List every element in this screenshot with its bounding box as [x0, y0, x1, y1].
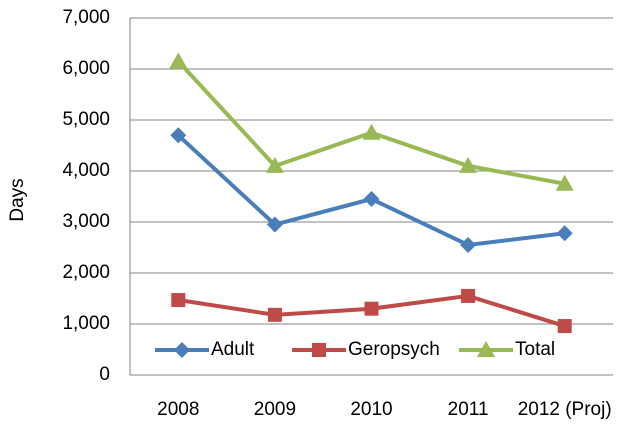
y-axis-label: Days — [7, 178, 28, 221]
data-point — [362, 123, 381, 140]
y-tick-label: 0 — [99, 364, 110, 385]
legend-label: Total — [515, 339, 555, 360]
x-tick-label: 2011 — [448, 399, 489, 420]
legend-marker — [174, 342, 190, 358]
y-tick-label: 1,000 — [62, 313, 110, 334]
y-tick-label: 5,000 — [62, 109, 110, 130]
data-point — [267, 307, 282, 322]
data-point — [265, 156, 284, 173]
series-line — [176, 133, 565, 248]
data-point — [461, 288, 476, 303]
y-tick-label: 7,000 — [62, 7, 110, 28]
data-point — [459, 156, 478, 173]
series-line — [176, 59, 566, 186]
legend-marker — [477, 341, 495, 357]
legend-label: Geropsych — [348, 339, 440, 360]
y-tick-label: 4,000 — [62, 160, 110, 181]
data-point — [555, 174, 574, 191]
data-point — [169, 52, 188, 69]
data-point — [363, 191, 380, 208]
x-tick-label: 2008 — [157, 399, 199, 420]
data-point — [364, 301, 379, 316]
y-tick-label: 3,000 — [62, 211, 110, 232]
legend-marker — [312, 343, 326, 357]
data-point — [557, 319, 572, 334]
data-point — [460, 236, 477, 253]
y-tick-label: 6,000 — [62, 58, 110, 79]
data-point — [170, 127, 187, 144]
x-tick-label: 2012 (Proj) — [518, 399, 612, 420]
y-tick-label: 2,000 — [62, 262, 110, 283]
legend-label: Adult — [211, 339, 255, 360]
x-tick-label: 2009 — [254, 399, 296, 420]
data-point — [556, 225, 573, 242]
data-point — [266, 216, 283, 233]
data-point — [171, 293, 186, 308]
x-tick-label: 2010 — [350, 399, 392, 420]
